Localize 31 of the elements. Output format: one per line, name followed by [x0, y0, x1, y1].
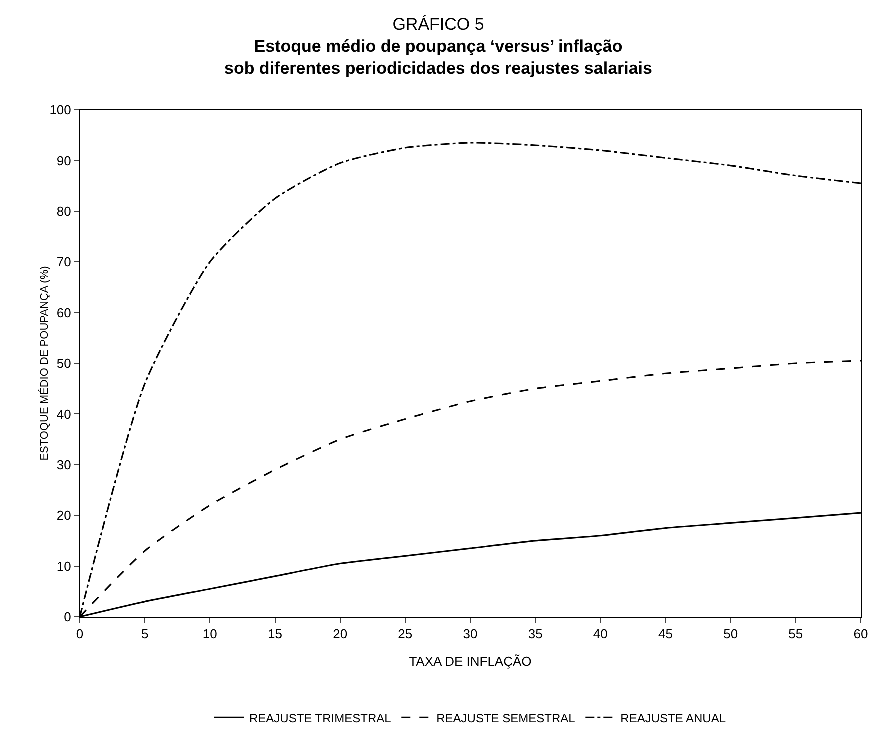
y-tick-label: 20 — [56, 508, 72, 524]
x-tick-label: 45 — [658, 626, 673, 642]
x-tick-label: 10 — [202, 626, 218, 642]
y-tick-label: 90 — [56, 153, 72, 168]
y-tick-label: 40 — [56, 406, 72, 422]
x-tick-label: 0 — [76, 626, 84, 642]
x-axis-title: TAXA DE INFLAÇÃO — [409, 654, 532, 669]
x-tick-label: 50 — [724, 626, 738, 642]
legend-label: REAJUSTE SEMESTRAL — [436, 711, 576, 726]
legend-label: REAJUSTE ANUAL — [620, 711, 726, 726]
y-tick-label: 70 — [56, 254, 72, 270]
y-tick-label: 80 — [56, 204, 72, 219]
y-tick-label: 10 — [56, 558, 72, 574]
x-tick-label: 55 — [788, 626, 804, 642]
legend-label: REAJUSTE TRIMESTRAL — [250, 711, 392, 726]
x-tick-label: 30 — [463, 626, 478, 642]
x-tick-label: 60 — [854, 626, 868, 642]
y-tick-label: 30 — [56, 457, 72, 472]
x-tick-label: 25 — [398, 626, 413, 642]
x-tick-label: 35 — [528, 626, 543, 642]
chart-title: GRÁFICO 5 — [392, 14, 484, 34]
chart-subtitle: Estoque médio de poupança ‘versus’ inflação sob diferentes periodicidades dos reajustes salariais — [224, 36, 653, 78]
y-tick-label: 60 — [56, 305, 72, 320]
y-axis-title: ESTOQUE MÉDIO DE POUPANÇA (%) — [38, 266, 51, 461]
y-tick-label: 100 — [50, 102, 72, 118]
y-tick-label: 50 — [56, 356, 72, 372]
x-tick-label: 5 — [141, 626, 149, 642]
x-tick-label: 20 — [333, 626, 348, 642]
x-tick-label: 40 — [593, 626, 608, 642]
y-tick-label: 0 — [64, 610, 72, 625]
x-tick-label: 15 — [268, 626, 282, 642]
